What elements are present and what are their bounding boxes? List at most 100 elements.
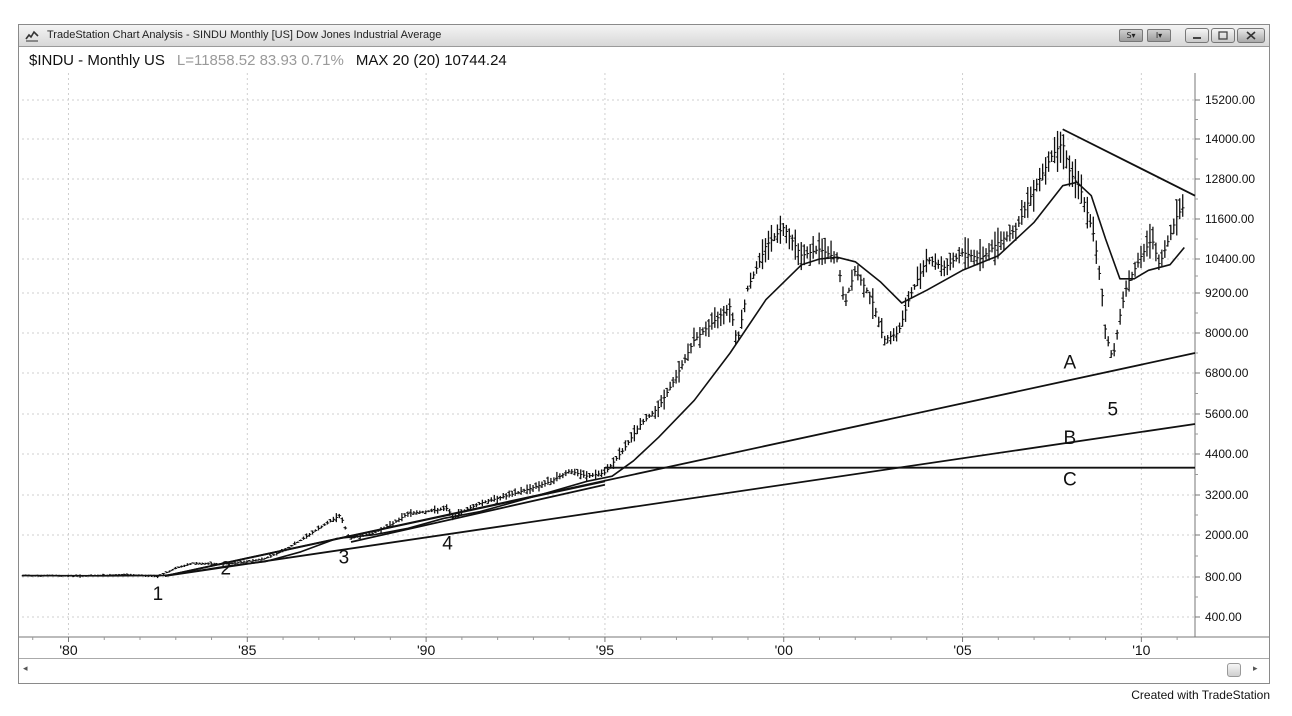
price-bar — [757, 252, 762, 268]
price-bar — [620, 448, 625, 455]
price-bar — [811, 236, 815, 259]
price-bar — [850, 269, 854, 291]
price-bar — [301, 536, 306, 540]
y-tick-label: 14000.00 — [1205, 132, 1255, 146]
price-bar — [197, 562, 202, 565]
chart-header: $INDU - Monthly US L=11858.52 83.93 0.71%… — [29, 52, 507, 69]
price-bar — [1151, 226, 1155, 250]
price-bar — [1166, 235, 1170, 247]
price-bar — [829, 240, 833, 263]
price-bar — [957, 247, 962, 264]
price-bar — [900, 310, 905, 327]
price-bar — [918, 263, 923, 289]
price-bar — [307, 533, 312, 537]
restore-icon — [1218, 31, 1228, 40]
price-bar — [912, 284, 917, 290]
price-bar — [936, 259, 941, 269]
price-bar — [668, 381, 672, 391]
price-bar — [662, 389, 666, 410]
x-tick-label: '05 — [953, 642, 971, 657]
s-dropdown-button[interactable]: S▾ — [1119, 29, 1143, 42]
annotation-label: B — [1063, 428, 1076, 449]
price-bar — [161, 572, 166, 575]
horizontal-scrollbar[interactable]: ◂ ▸ — [19, 658, 1269, 682]
price-bar — [537, 481, 541, 492]
price-bar — [933, 253, 938, 270]
price-bar — [638, 418, 643, 430]
price-bar — [984, 248, 988, 260]
price-bar — [292, 541, 297, 546]
price-bar — [674, 369, 678, 384]
price-bar — [960, 248, 964, 257]
price-bar — [1061, 134, 1066, 170]
price-bar — [990, 239, 994, 253]
minimize-button[interactable] — [1185, 28, 1209, 43]
price-bar — [859, 274, 863, 286]
price-bar — [721, 305, 726, 325]
trendline — [1062, 128, 1196, 197]
scroll-right-arrow-icon[interactable]: ▸ — [1253, 664, 1258, 674]
price-bar — [1139, 245, 1143, 269]
price-bar — [581, 470, 586, 478]
y-tick-label: 12800.00 — [1205, 172, 1255, 186]
i-dropdown-button[interactable]: I▾ — [1147, 29, 1171, 42]
scroll-left-arrow-icon[interactable]: ◂ — [23, 664, 28, 674]
price-bar — [927, 257, 932, 265]
price-bar — [730, 312, 735, 326]
price-bar — [876, 316, 881, 328]
y-tick-label: 3200.00 — [1205, 488, 1249, 502]
scroll-thumb[interactable] — [1227, 663, 1241, 677]
price-bar — [733, 330, 738, 345]
price-bar — [507, 490, 512, 498]
y-tick-label: 10400.00 — [1205, 252, 1255, 266]
price-bar — [1174, 199, 1179, 236]
price-bar — [516, 491, 520, 495]
price-bar — [975, 250, 979, 266]
price-bar — [754, 261, 759, 274]
price-bar — [1163, 240, 1167, 258]
price-chart[interactable]: 15200.0014000.0012800.0011600.0010400.00… — [19, 25, 1269, 657]
price-bar — [403, 513, 407, 518]
price-bar — [1103, 324, 1108, 340]
restore-button[interactable] — [1211, 28, 1235, 43]
price-bar — [1046, 151, 1051, 172]
annotation-label: 2 — [221, 559, 232, 580]
price-bar — [590, 472, 595, 477]
trendline — [164, 480, 606, 577]
price-bar — [775, 224, 780, 243]
price-bar — [248, 560, 252, 562]
price-bar — [194, 561, 199, 565]
price-bar — [534, 482, 538, 489]
price-bar — [999, 231, 1003, 250]
price-bar — [432, 505, 437, 514]
price-bar — [394, 519, 398, 523]
title-bar[interactable]: TradeStation Chart Analysis - SINDU Mont… — [19, 25, 1269, 47]
close-icon — [1246, 31, 1256, 40]
price-bar — [921, 260, 926, 277]
price-bar — [710, 312, 714, 330]
price-bar — [1055, 130, 1060, 172]
close-button[interactable] — [1237, 28, 1265, 43]
price-bar — [784, 224, 789, 244]
price-bar — [1145, 230, 1149, 257]
trendline — [350, 483, 606, 543]
price-bar — [423, 510, 428, 515]
price-bar — [644, 413, 649, 422]
price-bar — [540, 481, 544, 488]
price-bar — [1169, 224, 1173, 241]
price-bar — [286, 546, 291, 549]
price-bar — [727, 298, 732, 323]
price-bar — [677, 360, 681, 383]
price-bar — [245, 560, 249, 563]
price-bar — [739, 309, 744, 329]
price-bar — [969, 249, 973, 263]
price-bar — [331, 516, 336, 522]
price-bar — [772, 233, 777, 242]
price-bar — [692, 327, 696, 347]
price-bar — [865, 287, 869, 294]
price-bar — [483, 500, 488, 504]
price-bar — [763, 238, 768, 263]
y-tick-label: 2000.00 — [1205, 528, 1249, 542]
x-tick-label: '10 — [1132, 642, 1150, 657]
price-bar — [596, 470, 601, 477]
